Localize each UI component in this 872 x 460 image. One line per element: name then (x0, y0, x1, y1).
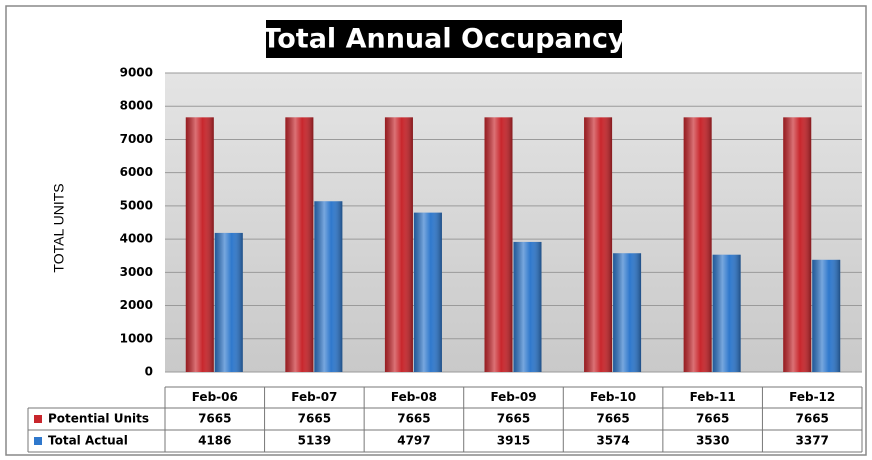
y-tick-label: 1000 (120, 331, 153, 345)
bar-shine (285, 117, 314, 372)
y-tick-label: 9000 (120, 66, 153, 80)
table-value: 3377 (796, 434, 829, 448)
x-tick-label: Feb-06 (192, 390, 238, 404)
y-tick-label: 3000 (120, 265, 153, 279)
table-value: 3530 (696, 434, 729, 448)
legend-label: Potential Units (48, 412, 149, 426)
table-value: 7665 (596, 412, 629, 426)
bar-shine (185, 117, 214, 372)
bar-shine (513, 241, 542, 372)
table-value: 7665 (397, 412, 430, 426)
x-tick-label: Feb-07 (291, 390, 337, 404)
x-tick-label: Feb-08 (391, 390, 437, 404)
y-tick-label: 0 (145, 365, 153, 379)
y-tick-label: 4000 (120, 232, 153, 246)
y-tick-label: 7000 (120, 132, 153, 146)
x-tick-label: Feb-09 (490, 390, 536, 404)
legend-swatch (34, 437, 42, 445)
bar-shine (683, 117, 712, 372)
bar-shine (812, 259, 841, 372)
bar-shine (584, 117, 613, 372)
table-value: 7665 (298, 412, 331, 426)
table-value: 3915 (497, 434, 530, 448)
table-value: 3574 (596, 434, 629, 448)
table-value: 4186 (198, 434, 231, 448)
y-tick-label: 8000 (120, 99, 153, 113)
bar-shine (384, 117, 413, 372)
x-tick-label: Feb-12 (789, 390, 835, 404)
bar-shine (484, 117, 513, 372)
bar-shine (613, 253, 642, 372)
y-tick-label: 6000 (120, 165, 153, 179)
x-tick-label: Feb-11 (690, 390, 736, 404)
y-tick-label: 2000 (120, 298, 153, 312)
y-axis-label: TOTAL UNITS (51, 183, 67, 272)
table-value: 7665 (696, 412, 729, 426)
bar-shine (413, 212, 442, 372)
chart-title: Total Annual Occupancy (262, 24, 626, 55)
title-box (266, 20, 622, 58)
table-value: 4797 (397, 434, 430, 448)
y-tick-label: 5000 (120, 198, 153, 212)
table-value: 5139 (298, 434, 331, 448)
data-table: Feb-06 Feb-07 Feb-08 Feb-09 Feb-10 Feb-11 Feb-… (27, 386, 863, 453)
x-tick-label: Feb-10 (590, 390, 636, 404)
legend-label: Total Actual (48, 434, 128, 448)
bar-shine (783, 117, 812, 372)
bars (185, 117, 841, 372)
table-value: 7665 (796, 412, 829, 426)
legend-swatch (34, 415, 42, 423)
table-value: 7665 (198, 412, 231, 426)
bar-shine (214, 232, 243, 372)
bar-shine (314, 201, 343, 372)
table-value: 7665 (497, 412, 530, 426)
bar-shine (712, 254, 741, 372)
